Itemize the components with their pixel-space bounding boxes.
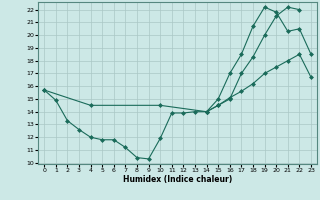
X-axis label: Humidex (Indice chaleur): Humidex (Indice chaleur)	[123, 175, 232, 184]
